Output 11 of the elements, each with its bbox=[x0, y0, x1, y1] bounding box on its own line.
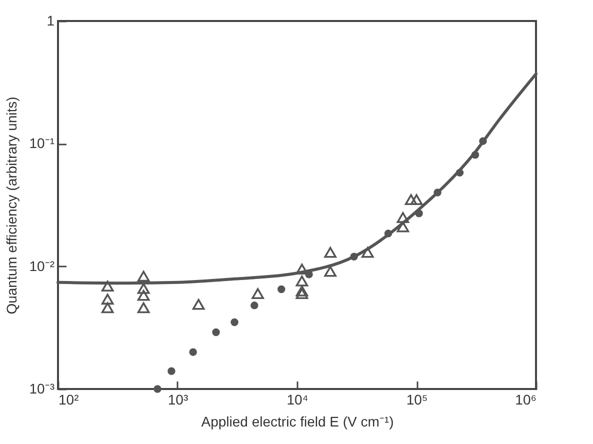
y-tick-label: 1 bbox=[46, 12, 55, 28]
x-tick-label: 10⁵ bbox=[406, 392, 428, 408]
x-axis-title: Applied electric field E (V cm⁻¹) bbox=[201, 414, 394, 430]
x-tick-label: 10⁴ bbox=[286, 392, 308, 408]
x-tick-label: 10² bbox=[58, 392, 80, 408]
y-tick-label: 10⁻² bbox=[29, 258, 55, 274]
y-tick-label: 10⁻³ bbox=[29, 380, 55, 396]
y-tick-label: 10⁻¹ bbox=[29, 135, 55, 152]
x-tick-label: 10³ bbox=[168, 392, 188, 408]
x-tick-label: 10⁶ bbox=[515, 392, 536, 408]
y-axis-title: Quantum efficiency (arbitrary units) bbox=[3, 96, 20, 314]
